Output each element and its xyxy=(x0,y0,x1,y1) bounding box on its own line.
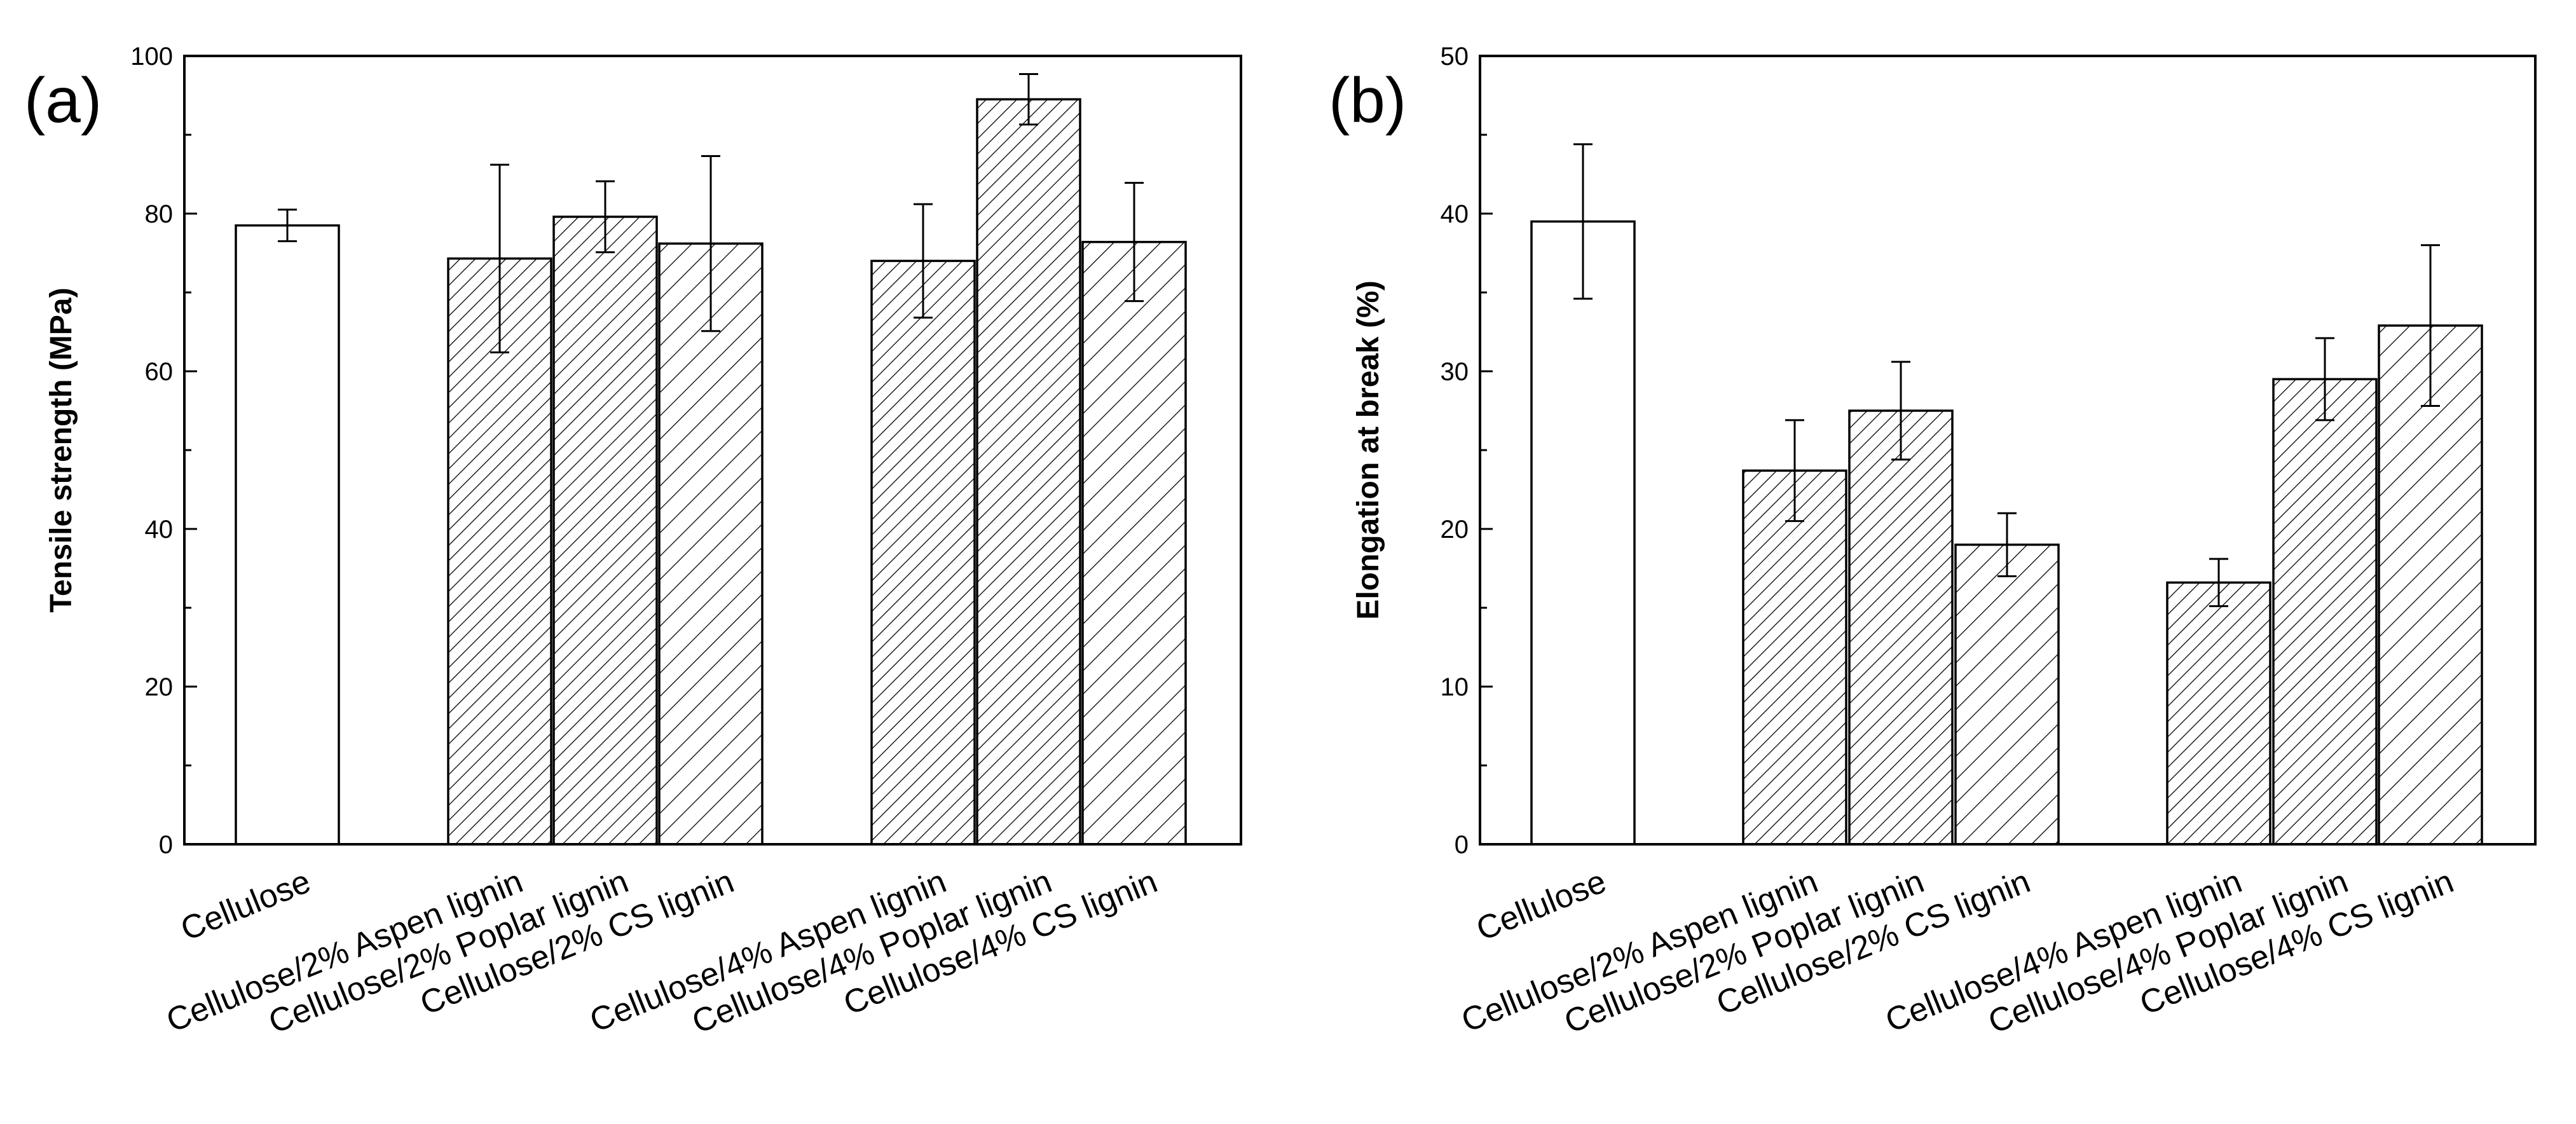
panel-a-y-tick-label-40: 40 xyxy=(145,516,174,544)
panel-a-bar-6 xyxy=(976,98,1081,846)
panel-a-y-tick-label-0: 0 xyxy=(159,831,173,859)
panel-a-error-bar-4 xyxy=(701,154,720,332)
panel-a-error-bar-5 xyxy=(914,203,933,319)
panel-a-plot-frame xyxy=(183,55,1242,846)
panel-a-bars xyxy=(235,98,1187,846)
panel-b-error-bars xyxy=(1573,143,2440,608)
panel-b-y-tick-label-10: 10 xyxy=(1441,673,1469,701)
panel-b-bar-3 xyxy=(1848,409,1954,846)
panel-b-elongation-chart: (b) Elongation at break (%) 01020304050 … xyxy=(1329,43,2537,1041)
panel-a-tensile-strength-chart: (a) Tensile strength (MPa) 020406080100 … xyxy=(24,43,1242,1041)
panel-a-category-label-1: Cellulose xyxy=(175,863,315,948)
panel-a-error-bar-7 xyxy=(1125,182,1144,303)
panel-a-error-bar-2 xyxy=(490,163,509,353)
panel-b-label: (b) xyxy=(1329,65,1406,136)
panel-b-error-bar-7 xyxy=(2421,244,2440,408)
panel-b-category-label-1: Cellulose xyxy=(1471,863,1611,948)
panel-b-bar-4 xyxy=(1954,544,2060,846)
panel-b-y-tick-label-0: 0 xyxy=(1455,831,1469,859)
panel-a-y-tick-label-100: 100 xyxy=(130,43,173,71)
panel-a-y-tick-label-80: 80 xyxy=(145,200,174,228)
panel-b-error-bar-6 xyxy=(2315,337,2334,422)
panel-b-error-bar-2 xyxy=(1785,419,1804,523)
panel-a-error-bars xyxy=(278,73,1144,353)
panel-b-bar-1 xyxy=(1530,220,1636,846)
panel-a-bar-1 xyxy=(235,224,340,846)
panel-b-y-axis-title: Elongation at break (%) xyxy=(1352,280,1385,619)
panel-b-y-tick-label-40: 40 xyxy=(1441,200,1469,228)
panel-a-bar-7 xyxy=(1081,240,1187,846)
panel-a-y-ticks: 0 20 40 60 80 100 xyxy=(130,43,197,859)
panel-a-error-bar-6 xyxy=(1019,73,1038,126)
panel-b-error-bar-3 xyxy=(1891,360,1910,461)
panel-a-bar-2 xyxy=(447,257,552,846)
panel-a-error-bar-1 xyxy=(278,209,297,242)
panel-b-error-bar-4 xyxy=(1997,512,2017,577)
panel-a-bar-5 xyxy=(870,259,976,846)
panel-a-y-tick-label-20: 20 xyxy=(145,673,174,701)
panel-a-bar-3 xyxy=(552,216,658,846)
panel-b-y-ticks: 0 10 20 30 40 50 xyxy=(1441,43,1493,859)
panel-b-y-tick-label-30: 30 xyxy=(1441,358,1469,386)
panel-b-error-bar-1 xyxy=(1573,143,1593,300)
panel-b-plot-frame xyxy=(1479,55,2537,846)
panel-b-bar-2 xyxy=(1742,469,1847,846)
panel-b-bars xyxy=(1530,220,2483,846)
panel-a-bar-4 xyxy=(658,242,764,846)
panel-b-error-bar-5 xyxy=(2209,558,2228,608)
panel-b-y-tick-label-20: 20 xyxy=(1441,516,1469,544)
panel-a-label: (a) xyxy=(24,65,102,136)
panel-a-y-axis-title: Tensile strength (MPa) xyxy=(45,287,78,612)
panel-b-y-tick-label-50: 50 xyxy=(1441,43,1469,71)
panel-b-bar-6 xyxy=(2272,378,2378,846)
panel-a-error-bar-3 xyxy=(596,180,615,254)
panel-b-bar-5 xyxy=(2166,581,2271,846)
panel-a-y-tick-label-60: 60 xyxy=(145,358,174,386)
